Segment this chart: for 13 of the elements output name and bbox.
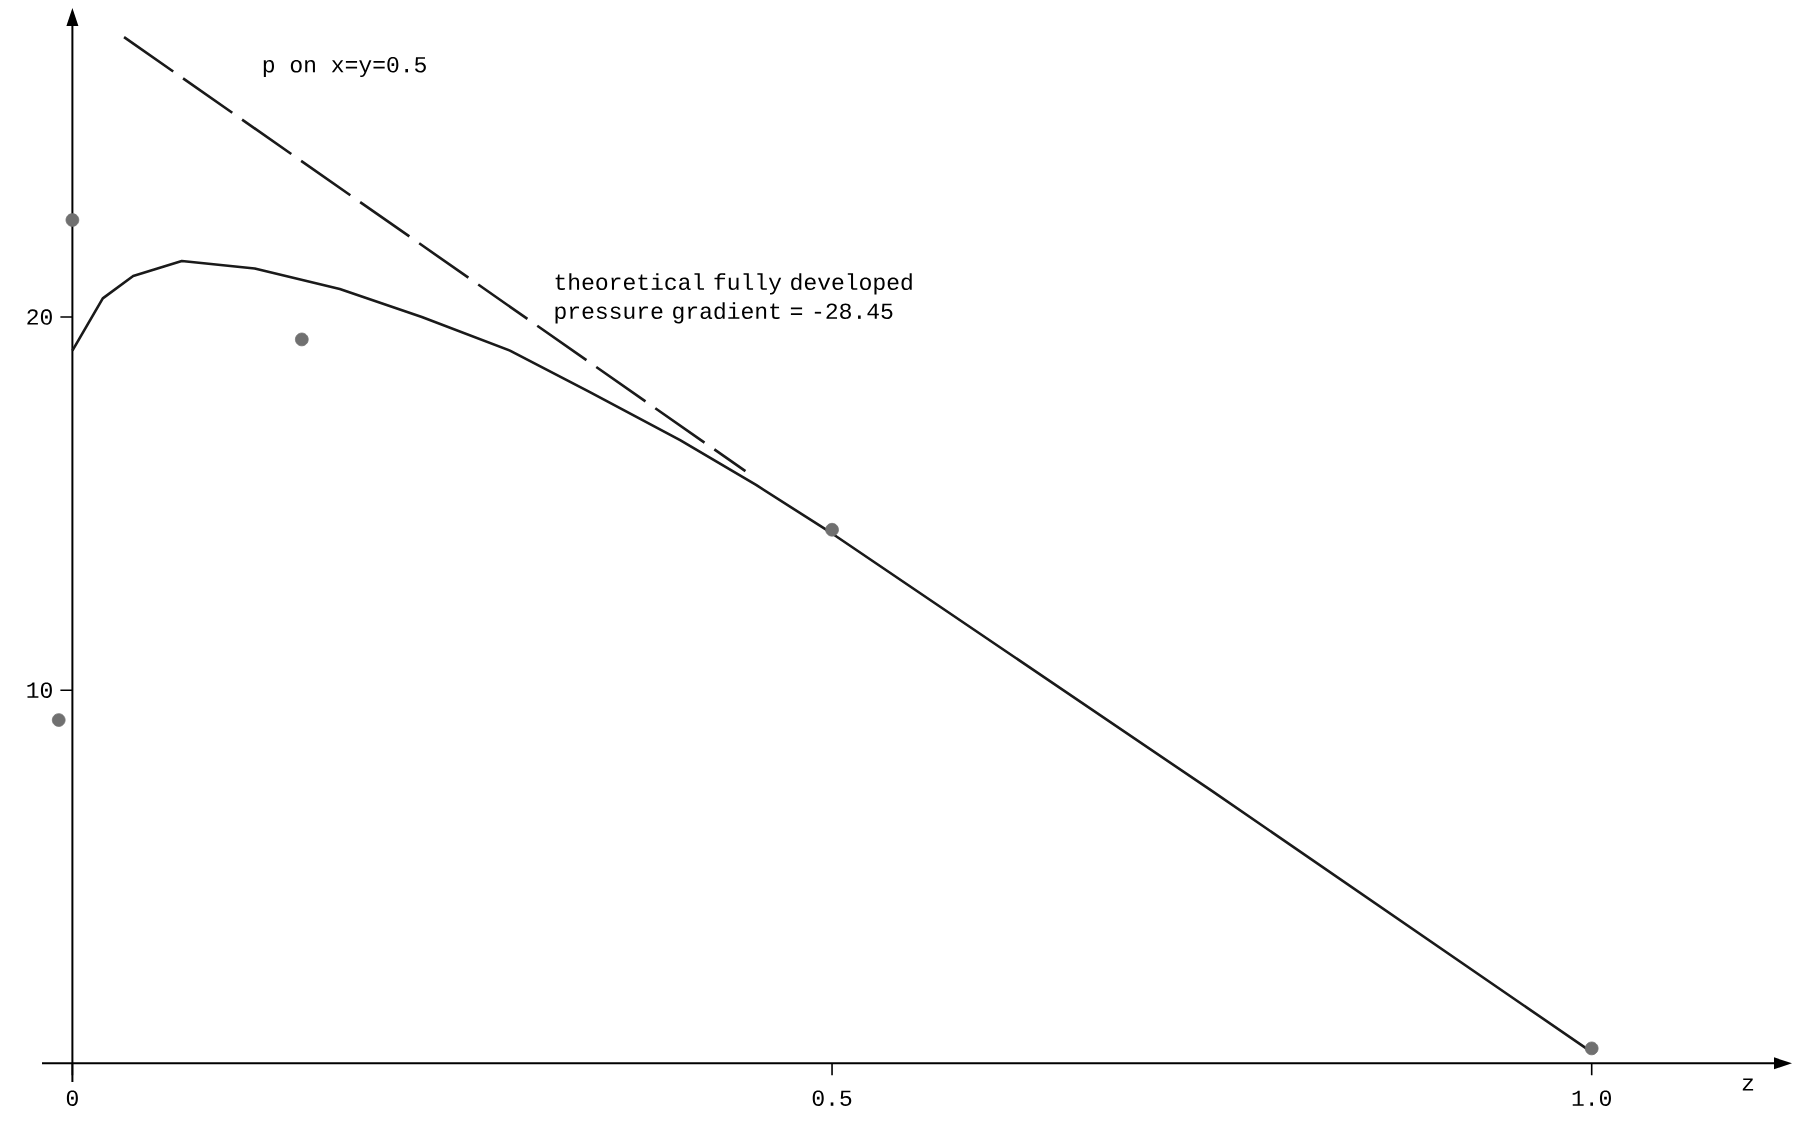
x-axis-title: z bbox=[1742, 1078, 1754, 1091]
point bbox=[1584, 1041, 1599, 1056]
text: p on x=y=0.5 bbox=[263, 56, 426, 78]
annotation: theoretical fully developed pressure gradient = -28.45 bbox=[555, 273, 912, 324]
x-tick-label: 1.0 bbox=[1572, 1090, 1611, 1106]
point bbox=[825, 522, 839, 537]
x-tick-label: 0.5 bbox=[812, 1090, 852, 1106]
y-tick-label: 20 bbox=[27, 309, 52, 325]
point bbox=[295, 332, 309, 347]
point bbox=[65, 213, 80, 227]
point bbox=[51, 713, 66, 727]
x-tick-label: 0 bbox=[66, 1090, 78, 1106]
y-tick-label: 10 bbox=[27, 682, 52, 698]
